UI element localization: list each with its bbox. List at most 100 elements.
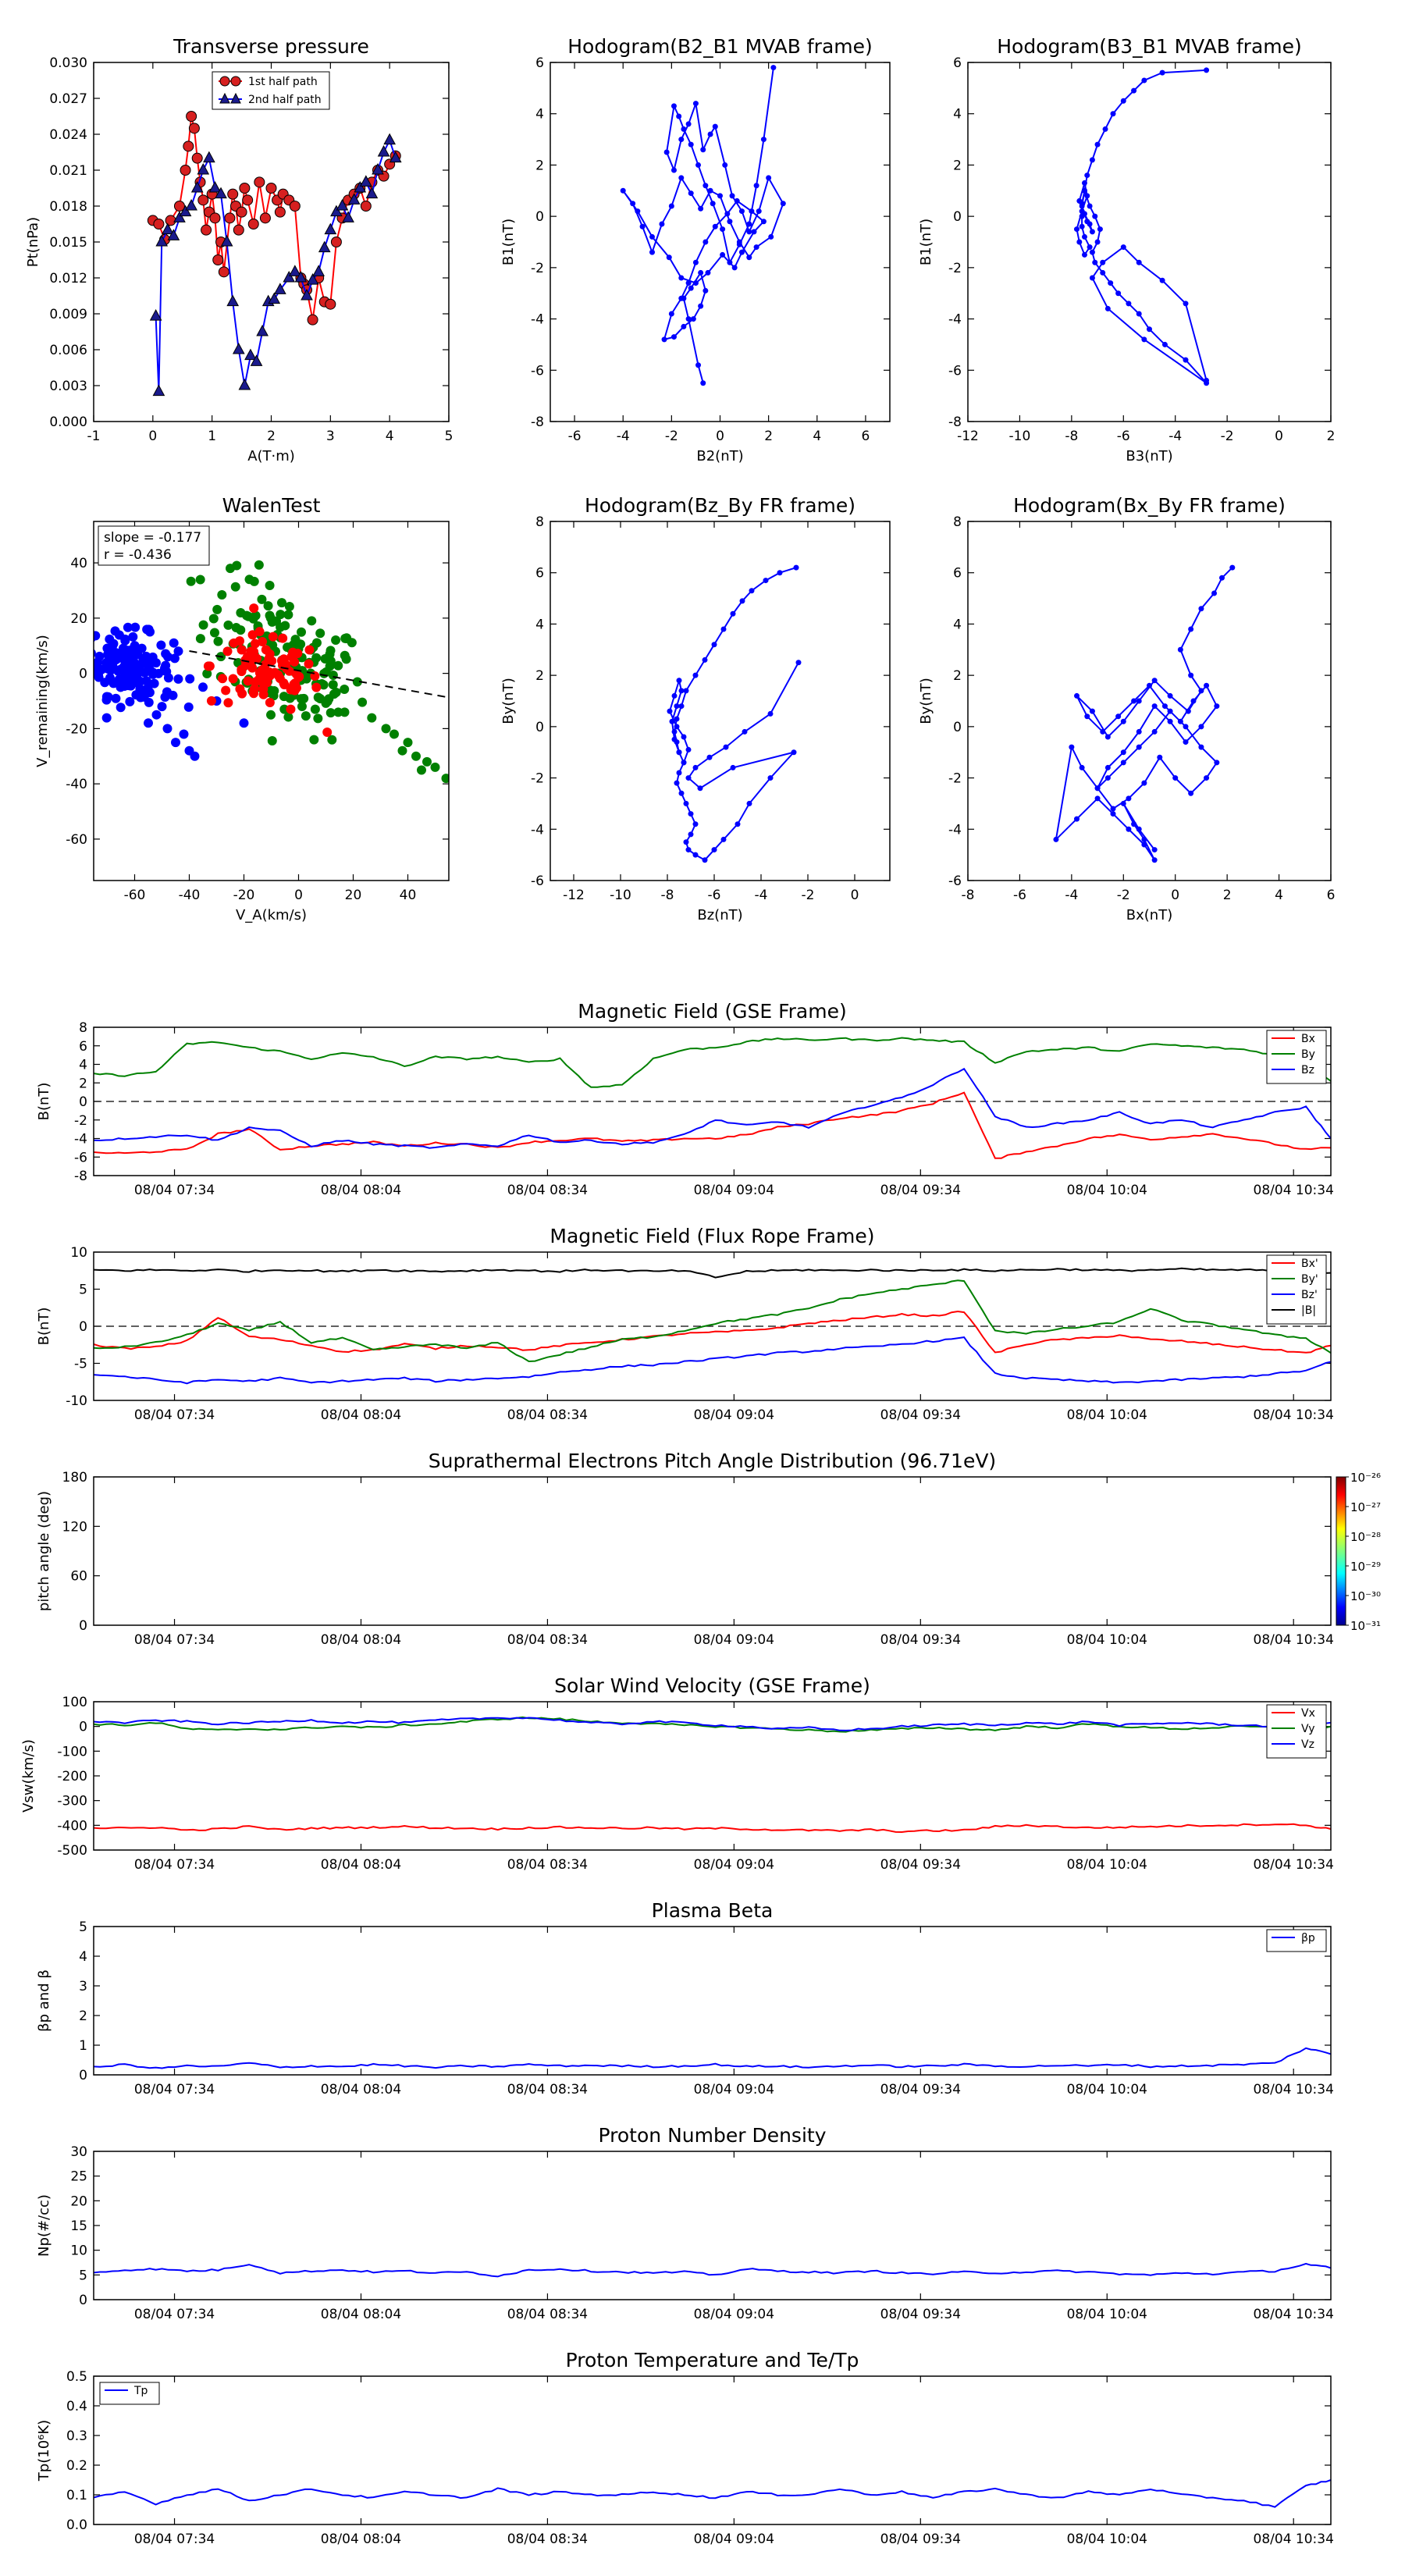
timeseries-tp: Proton Temperature and Te/Tp 08/04 07:34 0… <box>36 2349 1334 2547</box>
x-tick-label: 3 <box>326 429 335 444</box>
x-tick-label: 08/04 09:34 <box>880 1183 961 1198</box>
data-point <box>727 219 733 225</box>
timeseries-bgse: Magnetic Field (GSE Frame) 08/04 07:34 08/… <box>36 1000 1334 1198</box>
y-tick-label: -4 <box>531 822 544 838</box>
y-tick-label: 30 <box>70 2144 87 2160</box>
data-point <box>336 198 349 211</box>
data-point <box>692 280 699 286</box>
data-point <box>294 270 308 283</box>
legend-box <box>99 2382 160 2405</box>
data-point <box>422 756 432 767</box>
hodogram-line <box>1055 567 1233 861</box>
data-point <box>766 175 772 181</box>
y-axis-label: B1(nT) <box>500 219 517 265</box>
data-point <box>1161 703 1168 710</box>
data-point <box>1167 718 1173 724</box>
x-tick-label: 08/04 09:04 <box>694 1857 774 1873</box>
data-point <box>224 212 236 224</box>
data-point <box>685 316 692 322</box>
data-point <box>186 111 197 122</box>
data-point <box>228 674 238 684</box>
data-point <box>237 664 247 674</box>
data-point <box>254 627 265 637</box>
data-point <box>1151 847 1158 853</box>
legend-label: By' <box>1301 1273 1318 1286</box>
data-point <box>167 229 180 240</box>
y-tick-label: 0 <box>535 209 544 225</box>
data-point <box>330 205 343 217</box>
y-tick-label: 6 <box>535 55 544 71</box>
data-point <box>1081 211 1087 217</box>
data-point <box>1141 77 1147 84</box>
data-point <box>136 692 146 703</box>
data-point <box>288 265 301 276</box>
y-tick-label: 4 <box>953 617 962 632</box>
walen-test-chart: WalenTest -60 -40 -20 0 20 40 -60 -40 -20 0 20 40 V_A… <box>34 494 450 923</box>
legend: Vx Vy Vz <box>1266 1704 1327 1759</box>
y-axis-label: B(nT) <box>36 1308 52 1346</box>
data-point <box>231 623 241 633</box>
plot-area <box>94 1267 1331 1385</box>
data-point <box>276 610 286 620</box>
y-tick-label: -4 <box>948 822 962 838</box>
data-point <box>220 234 233 247</box>
y-tick-label: -8 <box>948 415 962 430</box>
data-point <box>120 635 130 646</box>
y-tick-label: 0 <box>953 720 962 735</box>
data-point <box>681 760 687 766</box>
data-point <box>304 645 315 655</box>
data-point <box>1204 377 1210 383</box>
data-point <box>1177 718 1183 724</box>
data-point <box>265 580 275 590</box>
plot-area <box>667 564 802 863</box>
data-point <box>702 239 709 245</box>
data-point <box>297 627 307 637</box>
data-point <box>223 620 233 630</box>
x-tick-label: 08/04 08:04 <box>321 1632 401 1648</box>
data-point <box>257 594 267 604</box>
data-point <box>681 734 687 740</box>
transverse-pressure-chart: Transverse pressure -1 0 1 2 3 4 5 0.000 0.003 0.0… <box>25 35 453 464</box>
data-point <box>94 634 96 642</box>
data-point <box>185 674 195 684</box>
x-tick-label: 08/04 08:04 <box>321 1183 401 1198</box>
x-tick-label: -8 <box>1065 429 1078 444</box>
data-point <box>731 265 738 271</box>
data-point <box>760 137 767 143</box>
data-point <box>700 380 706 386</box>
data-point <box>674 724 680 730</box>
panel-title: Suprathermal Electrons Pitch Angle Distr… <box>429 1450 996 1472</box>
y-tick-label: -10 <box>66 1393 87 1409</box>
data-point <box>144 656 155 667</box>
x-tick-label: 0 <box>1275 429 1283 444</box>
data-point <box>700 147 706 153</box>
data-point <box>283 712 293 722</box>
y-tick-label: 0.027 <box>49 91 87 107</box>
data-point <box>793 564 799 571</box>
data-point <box>265 183 277 194</box>
data-point <box>1126 301 1132 307</box>
data-point <box>103 692 113 702</box>
y-tick-label: -4 <box>948 312 962 328</box>
data-point <box>218 674 228 684</box>
data-point <box>739 598 745 604</box>
data-point <box>105 634 115 644</box>
data-point <box>1183 724 1189 730</box>
data-point <box>697 785 703 792</box>
data-point <box>377 144 390 157</box>
legend-label: 1st half path <box>248 76 318 88</box>
y-tick-label: -2 <box>948 261 962 276</box>
x-tick-label: 0 <box>1171 888 1179 903</box>
colorbar-label: 10⁻²⁷ <box>1350 1500 1381 1514</box>
plot-frame <box>93 1251 1332 1401</box>
x-tick-label: -6 <box>568 429 582 444</box>
data-point <box>763 578 769 584</box>
y-tick-label: 4 <box>79 1949 87 1965</box>
data-point <box>125 696 135 706</box>
data-point <box>688 831 694 838</box>
data-point <box>233 657 244 667</box>
data-point <box>692 672 699 678</box>
data-point <box>357 697 368 707</box>
data-point <box>685 121 692 127</box>
data-point <box>144 664 155 674</box>
